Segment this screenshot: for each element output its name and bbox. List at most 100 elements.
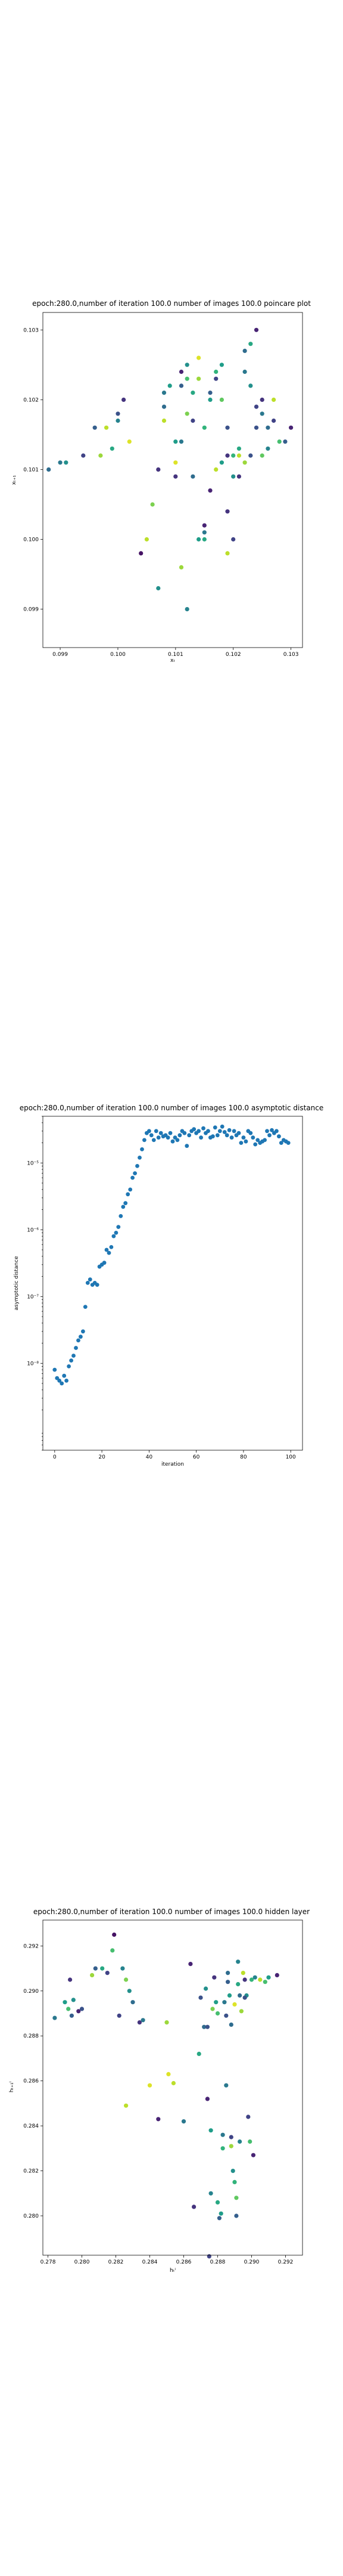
data-point [236,1981,241,1987]
data-point [55,1376,60,1380]
x-axis-ticks: 0.278 0.280 0.282 0.284 0.286 0.288 0.290 0.292 [40,2255,294,2265]
data-point [154,1129,158,1134]
data-point [244,1139,248,1144]
data-point [239,2009,244,2014]
data-point [225,425,230,430]
data-point [161,404,167,409]
y-tick-label: 0.101 [23,467,39,473]
data-point [52,1367,57,1372]
data-point [215,2200,220,2205]
data-point [46,467,51,472]
data-point [62,1373,67,1378]
data-point [254,425,259,430]
x-tick-label: 0.099 [52,652,68,658]
x-tick-label: 60 [193,1454,200,1460]
data-point [141,2018,145,2023]
data-point [248,383,253,388]
data-point [127,1989,132,1993]
y-tick-label: 0.284 [23,2123,39,2129]
x-tick-label: 0.284 [142,2259,158,2265]
data-point [137,2020,142,2025]
data-point [251,2153,255,2157]
data-point [110,446,114,451]
x-tick-label: 0.102 [226,652,241,658]
data-point [232,2002,237,2007]
data-point [253,1142,258,1147]
data-point [83,1305,88,1309]
data-point [105,1971,110,1976]
data-point [208,2191,213,2196]
data-point [277,1134,281,1139]
data-point [197,537,201,542]
data-point [133,1171,138,1175]
data-point [219,2211,223,2216]
data-point [217,2216,222,2221]
data-point [147,1129,151,1134]
data-point [66,2007,71,2011]
data-point [120,1966,125,1971]
data-point [150,502,155,507]
data-point [211,1134,215,1139]
data-point [171,2080,176,2086]
data-point [236,1131,241,1135]
data-point [202,530,207,535]
data-point [130,1175,135,1180]
data-point [197,2051,201,2056]
data-point [266,1975,271,1980]
x-tick-label: 0.282 [108,2259,124,2265]
data-point [177,1133,182,1138]
data-point [214,376,219,381]
data-point [222,2000,227,2005]
data-point [289,425,294,430]
data-point [246,2114,251,2119]
data-point [116,411,120,416]
data-point [52,2015,57,2020]
data-point [116,418,120,423]
data-point [205,2097,210,2101]
data-point [252,1975,257,1980]
data-point [182,1131,187,1135]
data-point [185,411,189,416]
data-point [208,397,213,402]
data-point [219,460,224,465]
data-point [224,2083,229,2088]
data-point [191,391,195,395]
asymptotic-distance-plot: epoch:280.0,number of iteration 100.0 nu… [14,1104,323,1467]
y-tick-label: 0.288 [23,2033,39,2039]
data-point [226,1980,230,1984]
x-tick-label: 0.292 [278,2259,294,2265]
y-tick-label: 10⁻⁷ [27,1294,39,1300]
data-point [74,1346,78,1350]
data-point [206,1129,210,1134]
data-point [232,2179,237,2184]
data-point [234,2213,239,2218]
data-point [197,1129,201,1134]
data-point [161,391,167,395]
x-tick-label: 0.103 [283,652,299,658]
data-point [263,1138,267,1143]
data-point [230,2169,235,2174]
data-point [79,1335,83,1339]
data-point [187,1133,192,1138]
data-point [164,2020,169,2025]
data-point [229,2144,233,2148]
data-point [227,1993,232,1998]
data-point [225,551,230,556]
data-point [98,453,103,458]
data-point [185,376,189,381]
data-point [114,1231,119,1235]
data-point [130,2000,135,2005]
data-point [192,1127,197,1132]
data-point [270,1128,274,1132]
data-point [283,439,288,444]
data-point [219,363,224,367]
data-point [286,1141,291,1145]
x-tick-label: 0.101 [168,652,183,658]
data-point [251,1135,255,1140]
data-point [57,1379,62,1383]
data-point [254,404,259,409]
data-point [207,2254,211,2259]
data-point [121,1205,126,1209]
data-point [188,1962,193,1967]
data-point [229,2022,233,2027]
